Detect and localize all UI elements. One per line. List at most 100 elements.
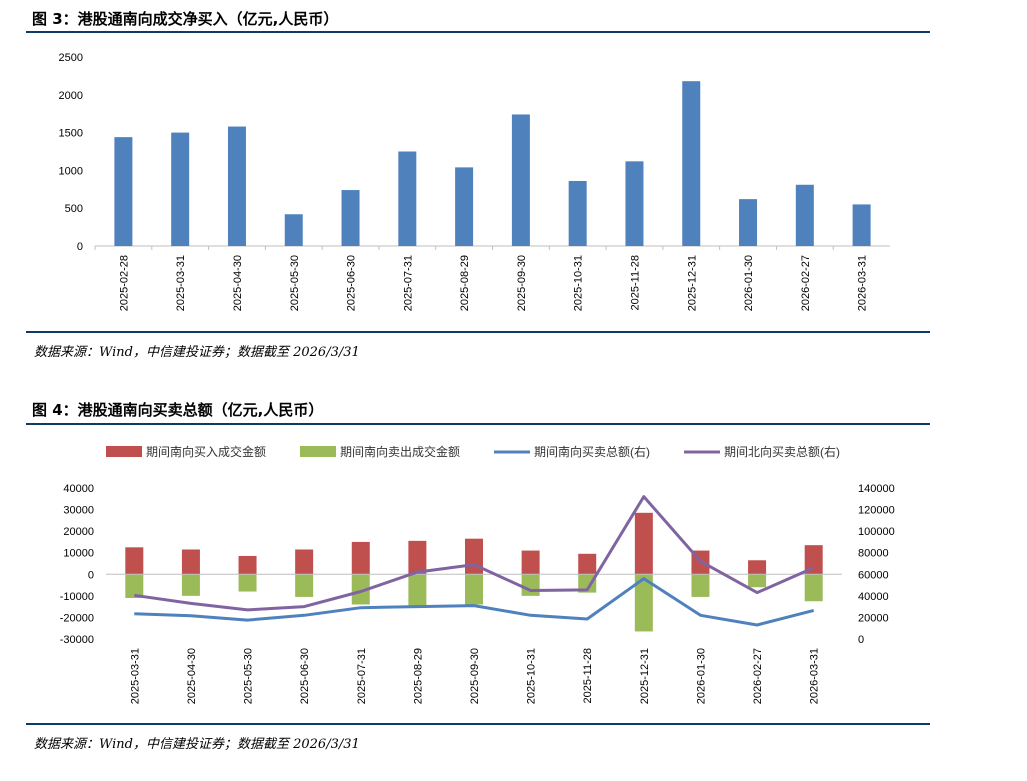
bar [171, 132, 190, 246]
x-tick-label: 2026-02-27 [752, 648, 764, 704]
sell-bar [238, 574, 257, 592]
x-tick-label: 2025-06-30 [346, 255, 358, 311]
x-tick-label: 2025-09-30 [516, 255, 528, 311]
buy-bar [408, 540, 427, 575]
x-tick-label: 2026-01-30 [695, 648, 707, 704]
y-right-tick-label: 80000 [858, 548, 889, 560]
bar [511, 114, 530, 247]
legend-label: 期间南向买入成交金额 [146, 444, 266, 459]
bar [682, 81, 701, 246]
x-tick-label: 2025-04-30 [186, 648, 198, 704]
x-tick-label: 2025-03-31 [175, 255, 187, 311]
buy-bar [804, 545, 823, 575]
legend-swatch [300, 446, 336, 457]
y-left-tick-label: 10000 [63, 548, 94, 560]
turnover-combo-chart: 期间南向买入成交金额 期间南向卖出成交金额 期间南向买卖总额(右) 期间北向买卖总额(… [60, 444, 895, 704]
sell-bar [408, 574, 427, 606]
x-tick-label: 2025-10-31 [526, 648, 538, 704]
sell-bar [351, 574, 370, 605]
figure2-top-rule [26, 423, 930, 425]
x-tick-label: 2026-03-31 [809, 648, 821, 704]
x-tick-label: 2025-09-30 [469, 648, 481, 704]
sell-bar [181, 574, 200, 596]
figure2-bottom-rule [26, 723, 930, 725]
y-right-tick-label: 140000 [858, 483, 895, 495]
sell-bar [125, 574, 144, 599]
x-tick-label: 2025-06-30 [299, 648, 311, 704]
north-total-line [134, 495, 815, 612]
sell-bar [295, 574, 314, 597]
y-right-tick-label: 100000 [858, 526, 895, 538]
y-left-tick-label: -30000 [60, 634, 94, 646]
sell-bar [578, 574, 597, 593]
sell-bar [691, 574, 710, 597]
sell-bar [804, 574, 823, 602]
sell-bar [634, 574, 653, 632]
buy-bar [634, 512, 653, 575]
x-tick-label: 2025-10-31 [573, 255, 585, 311]
figure1-title: 图 3：港股通南向成交净买入（亿元,人民币） [32, 10, 339, 28]
x-tick-label: 2025-04-30 [232, 255, 244, 311]
bar [795, 184, 814, 246]
x-tick-label: 2025-07-31 [402, 255, 414, 311]
buy-bar [295, 549, 314, 575]
y-tick-label: 500 [65, 203, 83, 215]
legend-swatch [106, 446, 142, 457]
x-tick-label: 2025-11-28 [629, 255, 641, 310]
bar [455, 167, 474, 246]
y-tick-label: 0 [77, 241, 83, 253]
bar [398, 151, 417, 246]
buy-bar [521, 550, 540, 575]
y-tick-label: 2000 [59, 90, 83, 102]
sell-bar [521, 574, 540, 596]
bar [284, 214, 303, 246]
y-right-tick-label: 0 [858, 634, 864, 646]
x-tick-label: 2026-03-31 [857, 255, 869, 311]
figure1-bottom-rule [26, 331, 930, 333]
x-tick-label: 2025-12-31 [639, 648, 651, 704]
x-tick-label: 2025-08-29 [412, 648, 424, 704]
x-tick-label: 2026-01-30 [743, 255, 755, 311]
figure2-title: 图 4：港股通南向买卖总额（亿元,人民币） [32, 401, 324, 419]
figure1-source: 数据来源：Wind，中信建投证券；数据截至 2026/3/31 [34, 345, 360, 360]
bar [625, 161, 644, 246]
legend-label: 期间南向卖出成交金额 [340, 444, 460, 459]
buy-bar [125, 547, 144, 575]
bar [739, 199, 758, 246]
bar [227, 126, 246, 246]
y-right-tick-label: 60000 [858, 569, 889, 581]
y-left-tick-label: 20000 [63, 526, 94, 538]
figure2-source: 数据来源：Wind，中信建投证券；数据截至 2026/3/31 [34, 737, 360, 752]
y-left-tick-label: 30000 [63, 505, 94, 517]
buy-bar [181, 549, 200, 575]
y-left-tick-label: 0 [88, 569, 94, 581]
x-tick-label: 2025-12-31 [686, 255, 698, 311]
sell-bar [748, 574, 767, 588]
y-tick-label: 1500 [59, 128, 83, 140]
y-tick-label: 2500 [59, 52, 83, 64]
y-left-tick-label: -20000 [60, 612, 94, 624]
y-right-tick-label: 20000 [858, 612, 889, 624]
south-total-line [134, 577, 815, 627]
x-tick-label: 2025-05-30 [243, 648, 255, 704]
y-right-tick-label: 120000 [858, 505, 895, 517]
net-buy-bar-chart: 0 500 1000 1500 2000 2500 2025-02-28 2025-03-31… [59, 52, 890, 311]
x-tick-label: 2025-02-28 [118, 255, 130, 311]
x-tick-label: 2025-11-28 [582, 648, 594, 703]
buy-bar [238, 555, 257, 575]
buy-bar [578, 553, 597, 575]
buy-bar [351, 541, 370, 575]
figure1-top-rule [26, 31, 930, 33]
x-tick-label: 2025-03-31 [129, 648, 141, 704]
buy-bar [748, 560, 767, 575]
x-tick-label: 2025-05-30 [289, 255, 301, 311]
legend-label: 期间北向买卖总额(右) [724, 444, 840, 459]
y-tick-label: 1000 [59, 165, 83, 177]
bar [568, 180, 587, 246]
y-left-tick-label: -10000 [60, 591, 94, 603]
x-tick-label: 2026-02-27 [800, 255, 812, 311]
x-tick-label: 2025-08-29 [459, 255, 471, 311]
bar [341, 190, 360, 246]
y-left-tick-label: 40000 [63, 483, 94, 495]
legend-label: 期间南向买卖总额(右) [534, 444, 650, 459]
